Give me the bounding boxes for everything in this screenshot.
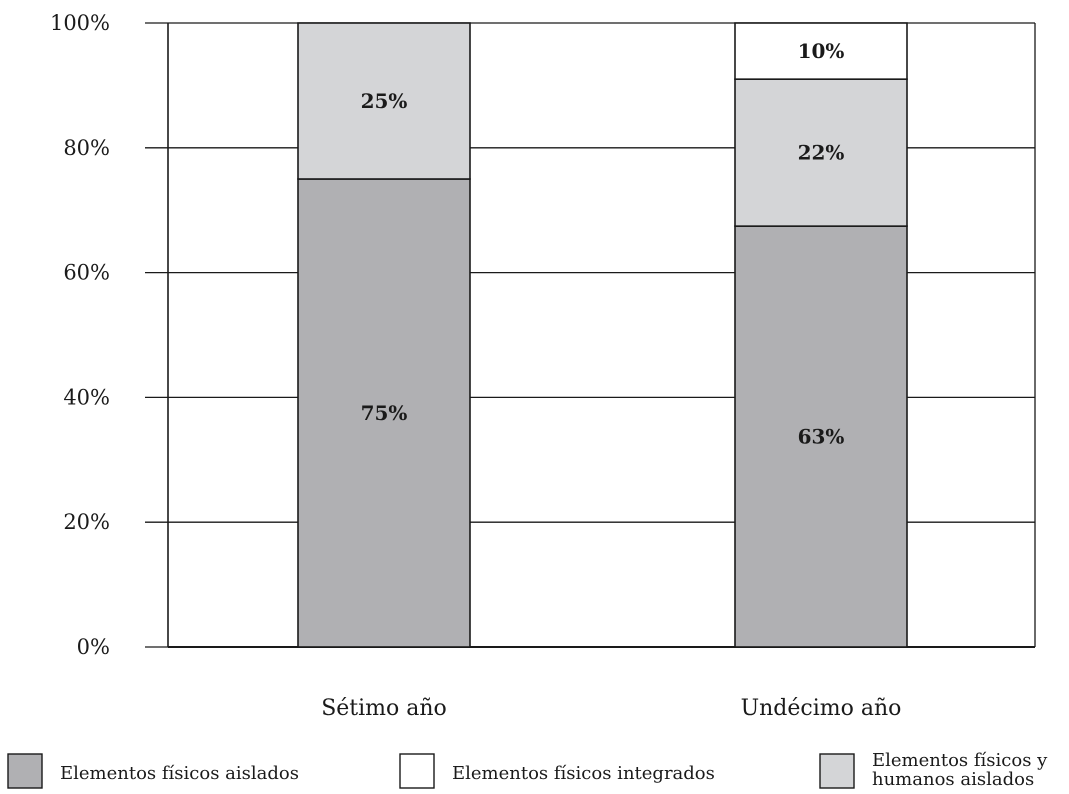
y-tick-label: 0% [77,635,110,659]
legend-label: humanos aislados [872,769,1034,790]
bar-segment [297,178,471,648]
legend-swatch [7,753,43,789]
y-tick-label: 60% [63,261,110,285]
bar-segment [297,22,471,180]
y-tick-label: 20% [63,510,110,534]
data-label: 10% [798,39,845,63]
data-label: 75% [361,401,408,425]
y-tick-label: 40% [63,385,110,409]
legend-label: Elementos físicos aislados [60,763,299,784]
bar-segment [734,225,908,648]
legend-label: Elementos físicos y [872,750,1048,771]
x-tick-label: Sétimo año [321,696,447,721]
y-tick-label: 100% [50,11,110,35]
y-tick-label: 80% [63,136,110,160]
data-label: 22% [798,141,845,165]
bar-segment [734,78,908,227]
data-label: 25% [361,89,408,113]
bar-segment [734,22,908,80]
x-tick-label: Undécimo año [741,696,902,721]
legend-swatch [819,753,855,789]
legend-label: Elementos físicos integrados [452,763,715,784]
legend-swatch [399,753,435,789]
data-label: 63% [798,425,845,449]
